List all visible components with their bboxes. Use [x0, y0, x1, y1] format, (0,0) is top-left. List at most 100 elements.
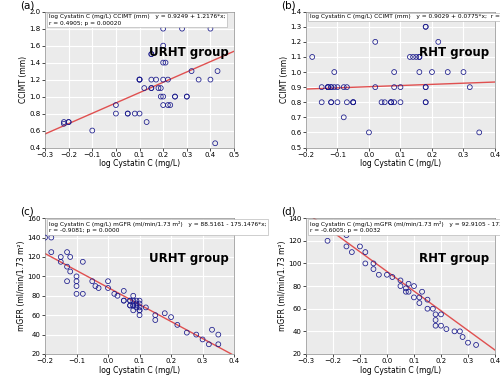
Point [159, 77, 167, 83]
Point [72, 273, 80, 279]
Point [129, 302, 137, 308]
Point [159, 42, 167, 49]
Point [324, 238, 332, 244]
Point [63, 249, 71, 255]
Point [48, 235, 56, 241]
Point [390, 99, 398, 105]
Point [422, 24, 430, 30]
Point [183, 329, 191, 336]
Point [183, 93, 191, 100]
Point [104, 278, 112, 284]
Point [327, 99, 335, 105]
Point [194, 77, 202, 83]
Point [132, 304, 140, 310]
Point [327, 84, 335, 90]
Point [390, 69, 398, 75]
Point [208, 327, 216, 333]
Point [88, 278, 96, 284]
Point [206, 26, 214, 32]
Point [136, 77, 143, 83]
X-axis label: log Cystatin C (mg/L): log Cystatin C (mg/L) [99, 159, 180, 168]
Point [422, 99, 430, 105]
Point [387, 99, 395, 105]
Text: (d): (d) [282, 207, 296, 217]
Point [129, 293, 137, 299]
Point [136, 298, 143, 304]
Point [437, 322, 445, 329]
Point [387, 99, 395, 105]
Text: (b): (b) [282, 0, 296, 11]
Point [334, 84, 342, 90]
Point [429, 306, 437, 312]
Y-axis label: CCIMT (mm): CCIMT (mm) [19, 56, 28, 103]
Point [342, 244, 350, 250]
Point [205, 341, 213, 347]
Point [41, 235, 49, 241]
Point [164, 102, 172, 108]
Point [432, 317, 440, 323]
X-axis label: log Cystatin C (mg/L): log Cystatin C (mg/L) [360, 159, 441, 168]
Point [164, 77, 172, 83]
Point [437, 311, 445, 317]
Point [152, 312, 160, 318]
Point [129, 298, 137, 304]
Point [159, 102, 167, 108]
Point [340, 114, 347, 121]
Text: URHT group: URHT group [148, 252, 228, 265]
Point [152, 317, 160, 323]
Y-axis label: CCIMT (mm): CCIMT (mm) [280, 56, 289, 103]
Point [432, 311, 440, 317]
Point [372, 84, 380, 90]
Point [334, 99, 342, 105]
Point [157, 85, 165, 91]
Point [416, 294, 424, 300]
Point [375, 272, 383, 278]
Point [110, 291, 118, 297]
Point [157, 93, 165, 100]
Point [324, 84, 332, 90]
Point [349, 99, 357, 105]
Point [136, 307, 143, 314]
Point [428, 69, 436, 75]
Point [422, 84, 430, 90]
Point [131, 110, 139, 117]
Point [183, 93, 191, 100]
Point [406, 54, 414, 60]
Point [162, 60, 170, 66]
Point [324, 84, 332, 90]
Point [114, 293, 122, 299]
Point [402, 289, 410, 295]
Point [159, 26, 167, 32]
Point [126, 302, 134, 308]
Point [362, 249, 370, 255]
Point [64, 119, 72, 125]
Point [211, 140, 219, 146]
Point [390, 84, 398, 90]
Point [136, 312, 143, 318]
Point [450, 328, 458, 335]
Point [308, 54, 316, 60]
Point [464, 340, 472, 346]
Point [136, 77, 143, 83]
Point [206, 77, 214, 83]
Point [404, 289, 412, 295]
Point [129, 307, 137, 314]
Point [198, 336, 206, 343]
Point [214, 331, 222, 338]
Point [148, 85, 156, 91]
Point [356, 244, 364, 250]
X-axis label: log Cystatin C (mg/L): log Cystatin C (mg/L) [360, 366, 441, 375]
Point [126, 298, 134, 304]
Point [349, 99, 357, 105]
Point [387, 99, 395, 105]
Point [120, 298, 128, 304]
Point [132, 302, 140, 308]
Point [124, 110, 132, 117]
Point [214, 68, 222, 74]
Point [318, 84, 326, 90]
Point [456, 328, 464, 335]
Point [460, 69, 468, 75]
Y-axis label: mGFR (ml/min/1.73 m²): mGFR (ml/min/1.73 m²) [17, 241, 26, 331]
Point [136, 304, 143, 310]
Point [458, 334, 466, 340]
